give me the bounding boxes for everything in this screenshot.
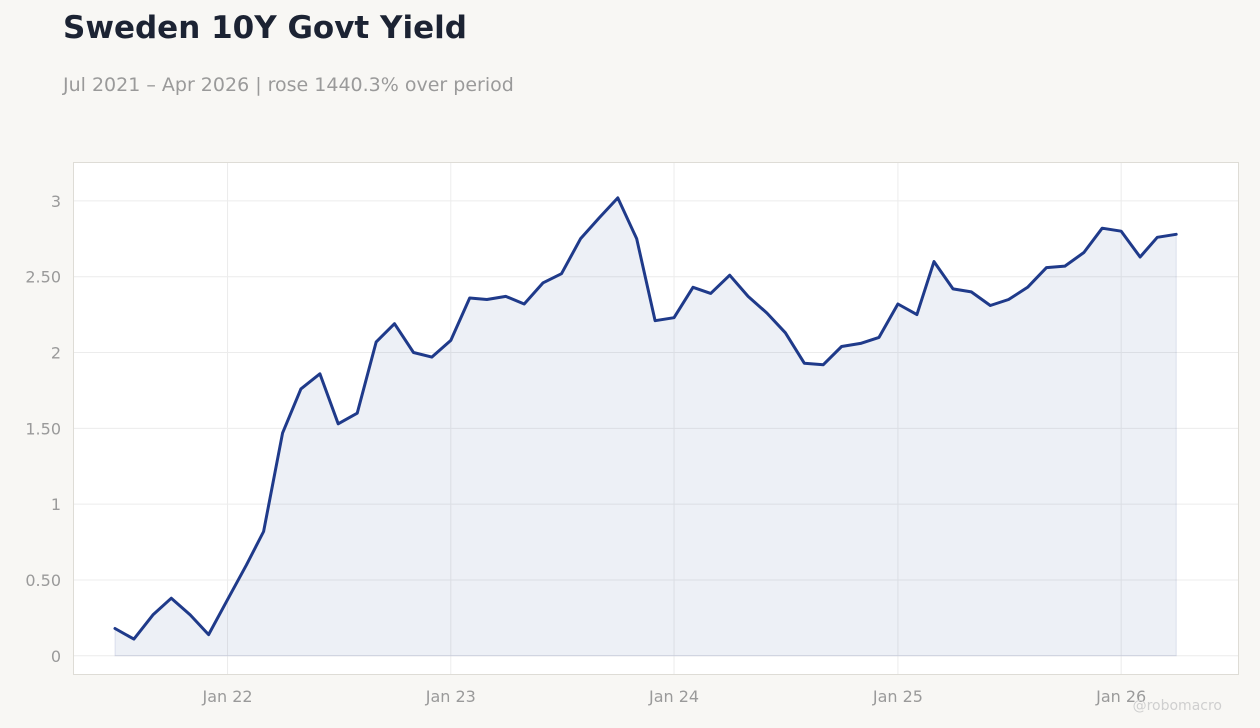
series-line xyxy=(113,196,1178,641)
axis-ticks: 0 0.50 1 1.50 2 2.50 3 Jan 22 Jan 23 Jan 24 Jan 25… xyxy=(25,192,1146,706)
chart-subtitle: Jul 2021 – Apr 2026 | rose 1440.3% over … xyxy=(63,74,514,96)
y-tick-label: 2 xyxy=(51,344,61,363)
y-tick-label: 1 xyxy=(51,495,61,514)
y-tick-label: 3 xyxy=(51,192,61,211)
x-tick-label: Jan 23 xyxy=(425,687,476,706)
y-tick-label: 2.50 xyxy=(25,268,61,287)
x-tick-label: Jan 24 xyxy=(648,687,699,706)
x-tick-label: Jan 22 xyxy=(201,687,252,706)
y-tick-label: 0.50 xyxy=(25,571,61,590)
y-tick-label: 1.50 xyxy=(25,419,61,438)
plot-background xyxy=(73,162,1239,675)
x-tick-label: Jan 25 xyxy=(872,687,923,706)
watermark: @robomacro xyxy=(1132,698,1222,714)
chart-title: Sweden 10Y Govt Yield xyxy=(63,10,467,46)
y-tick-label: 0 xyxy=(51,647,61,666)
x-tick-label: Jan 26 xyxy=(1095,687,1146,706)
